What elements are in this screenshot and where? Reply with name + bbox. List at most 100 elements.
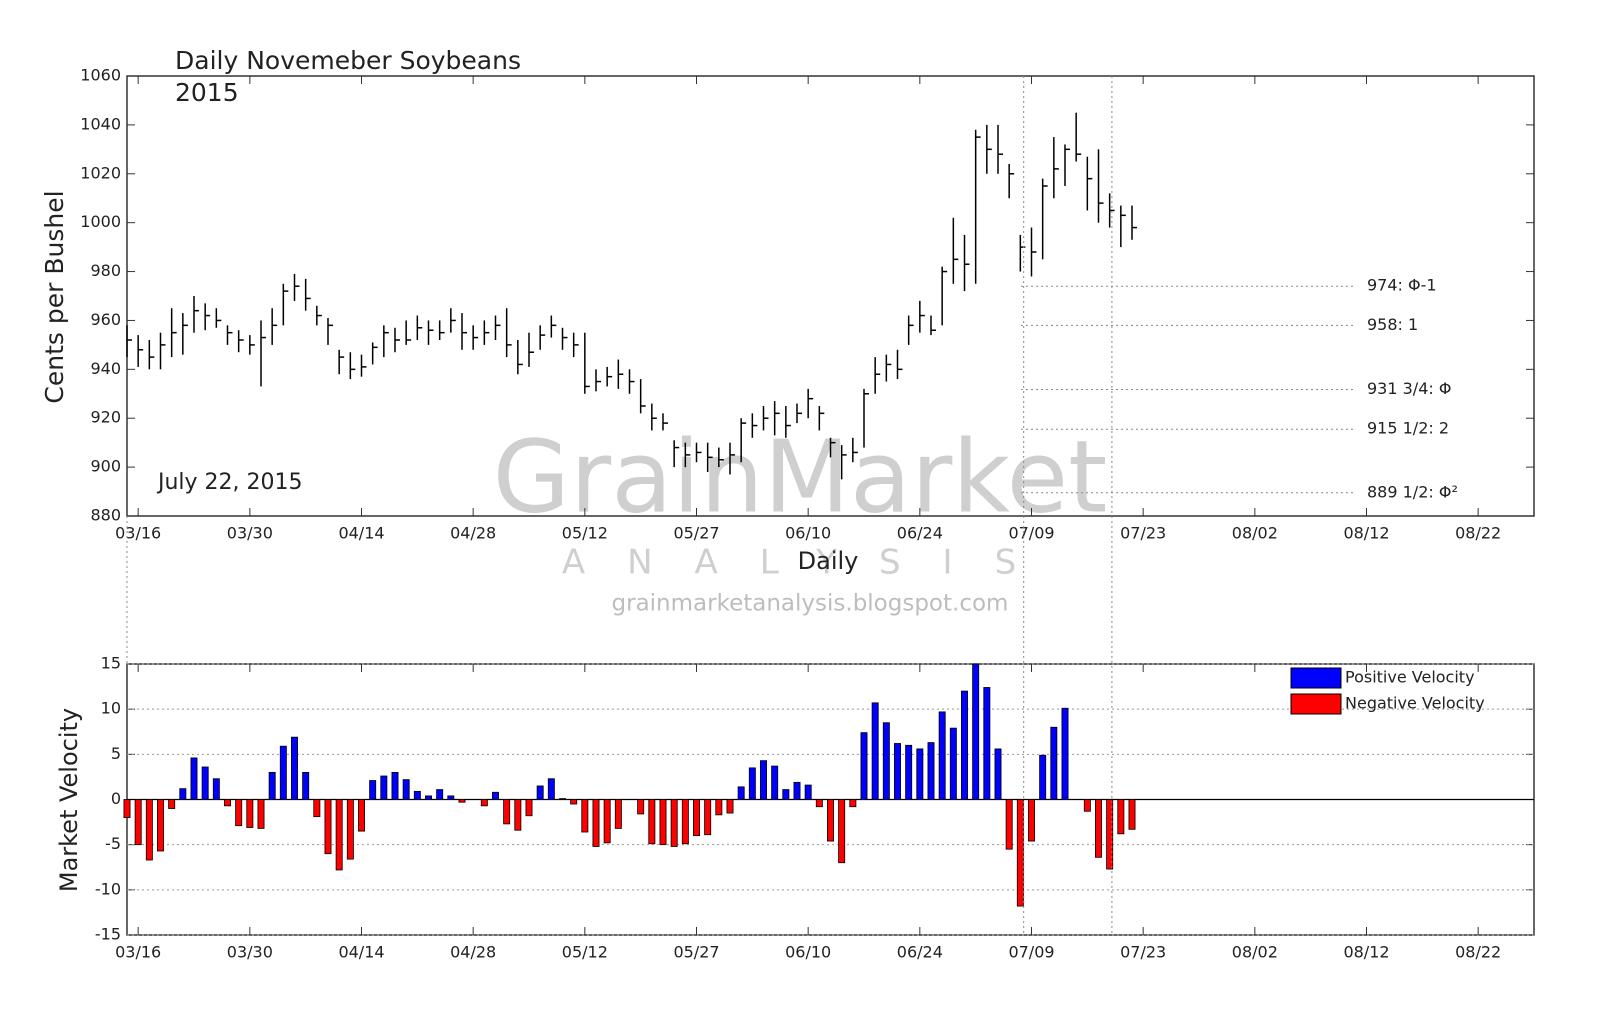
y-tick-label: 1020: [80, 163, 121, 182]
velocity-bar: [1061, 707, 1069, 800]
velocity-bar: [212, 778, 220, 800]
x-tick-label: 03/16: [115, 943, 161, 962]
velocity-bar: [279, 745, 287, 800]
velocity-bar: [603, 799, 611, 844]
y-tick-label: 10: [101, 699, 121, 718]
y-tick-label: 1060: [80, 66, 121, 85]
velocity-bar: [972, 663, 980, 800]
velocity-bar: [402, 779, 410, 800]
y-axis-label: Market Velocity: [55, 708, 83, 892]
x-tick-label: 04/28: [450, 524, 496, 543]
x-tick-label: 03/16: [115, 524, 161, 543]
velocity-bar: [358, 799, 365, 832]
y-tick-label: 880: [90, 506, 121, 525]
velocity-bar: [871, 702, 879, 800]
velocity-bar: [1005, 799, 1013, 850]
velocity-bar: [1106, 799, 1114, 870]
velocity-bar: [458, 799, 466, 803]
y-tick-label: -15: [95, 925, 121, 944]
velocity-bar: [771, 765, 779, 800]
x-tick-label: 05/27: [673, 943, 719, 962]
velocity-bar: [670, 799, 678, 847]
x-tick-label: 05/27: [673, 524, 719, 543]
velocity-bar: [123, 799, 131, 818]
velocity-bar: [179, 788, 187, 800]
watermark-url: grainmarketanalysis.blogspot.com: [612, 591, 1009, 617]
legend-swatch: [1290, 693, 1342, 715]
velocity-bar: [659, 799, 667, 846]
x-tick-label: 08/12: [1343, 524, 1389, 543]
velocity-bar: [436, 789, 444, 800]
velocity-bar: [168, 799, 176, 809]
velocity-bar: [581, 799, 589, 833]
level-label: 974: Φ-1: [1367, 276, 1437, 295]
velocity-bar: [983, 687, 991, 800]
legend-swatch: [1290, 667, 1342, 689]
velocity-bar: [235, 799, 243, 827]
x-tick-label: 06/10: [785, 524, 831, 543]
y-tick-label: 940: [90, 359, 121, 378]
velocity-bar: [592, 799, 600, 847]
y-tick-label: 0: [111, 789, 121, 808]
legend-label: Negative Velocity: [1345, 694, 1485, 713]
velocity-bar: [1050, 726, 1058, 800]
watermark-subtitle: ANALYSIS: [562, 543, 1058, 583]
velocity-bar: [894, 743, 901, 800]
velocity-bar: [536, 785, 544, 800]
x-tick-label: 04/14: [338, 943, 384, 962]
velocity-bar: [257, 799, 265, 829]
x-tick-label: 08/02: [1232, 943, 1278, 962]
velocity-bar: [726, 799, 734, 814]
x-axis-label: Daily: [798, 547, 859, 575]
x-tick-label: 05/12: [562, 943, 608, 962]
x-tick-label: 04/14: [338, 524, 384, 543]
velocity-bar: [1083, 799, 1091, 812]
velocity-bar: [447, 795, 455, 800]
velocity-bar: [882, 722, 890, 800]
velocity-bar: [637, 799, 645, 815]
velocity-bar: [559, 798, 566, 800]
velocity-bar: [480, 799, 488, 807]
x-tick-label: 06/24: [897, 943, 943, 962]
x-tick-label: 04/28: [450, 943, 496, 962]
level-label: 931 3/4: Φ: [1367, 379, 1451, 398]
velocity-bar: [838, 799, 846, 864]
velocity-bar: [961, 690, 968, 800]
x-tick-label: 05/12: [562, 524, 608, 543]
velocity-bar: [570, 799, 578, 805]
velocity-bar: [268, 772, 276, 800]
velocity-bar: [201, 766, 209, 800]
velocity-bar: [905, 744, 913, 800]
y-axis-label: Cents per Bushel: [40, 190, 69, 403]
velocity-bar: [313, 799, 321, 818]
velocity-bar: [369, 780, 377, 800]
x-tick-label: 07/09: [1008, 524, 1054, 543]
x-tick-label: 03/30: [227, 524, 273, 543]
x-tick-label: 07/23: [1120, 524, 1166, 543]
velocity-bar: [827, 799, 834, 842]
velocity-bar: [145, 799, 153, 861]
velocity-bar: [1095, 799, 1102, 858]
velocity-bar: [782, 789, 790, 800]
velocity-bar: [291, 736, 298, 800]
y-tick-label: -5: [105, 834, 121, 853]
velocity-bar: [380, 775, 388, 800]
watermark-title: GrainMarket: [493, 418, 1108, 535]
plot-frame: [126, 75, 1535, 517]
y-tick-label: 5: [111, 744, 121, 763]
level-label: 958: 1: [1367, 315, 1418, 334]
velocity-bar: [302, 772, 310, 800]
x-tick-label: 08/02: [1232, 524, 1278, 543]
velocity-bar: [514, 799, 522, 831]
velocity-bar: [760, 760, 767, 800]
velocity-bar: [715, 799, 723, 816]
x-tick-label: 08/12: [1343, 943, 1389, 962]
y-tick-label: -10: [95, 879, 121, 898]
velocity-bar: [324, 799, 332, 855]
date-note: July 22, 2015: [156, 470, 303, 495]
level-label: 889 1/2: Φ²: [1367, 482, 1458, 501]
y-tick-label: 900: [90, 457, 121, 476]
velocity-bar: [704, 799, 712, 836]
x-tick-label: 03/30: [227, 943, 273, 962]
